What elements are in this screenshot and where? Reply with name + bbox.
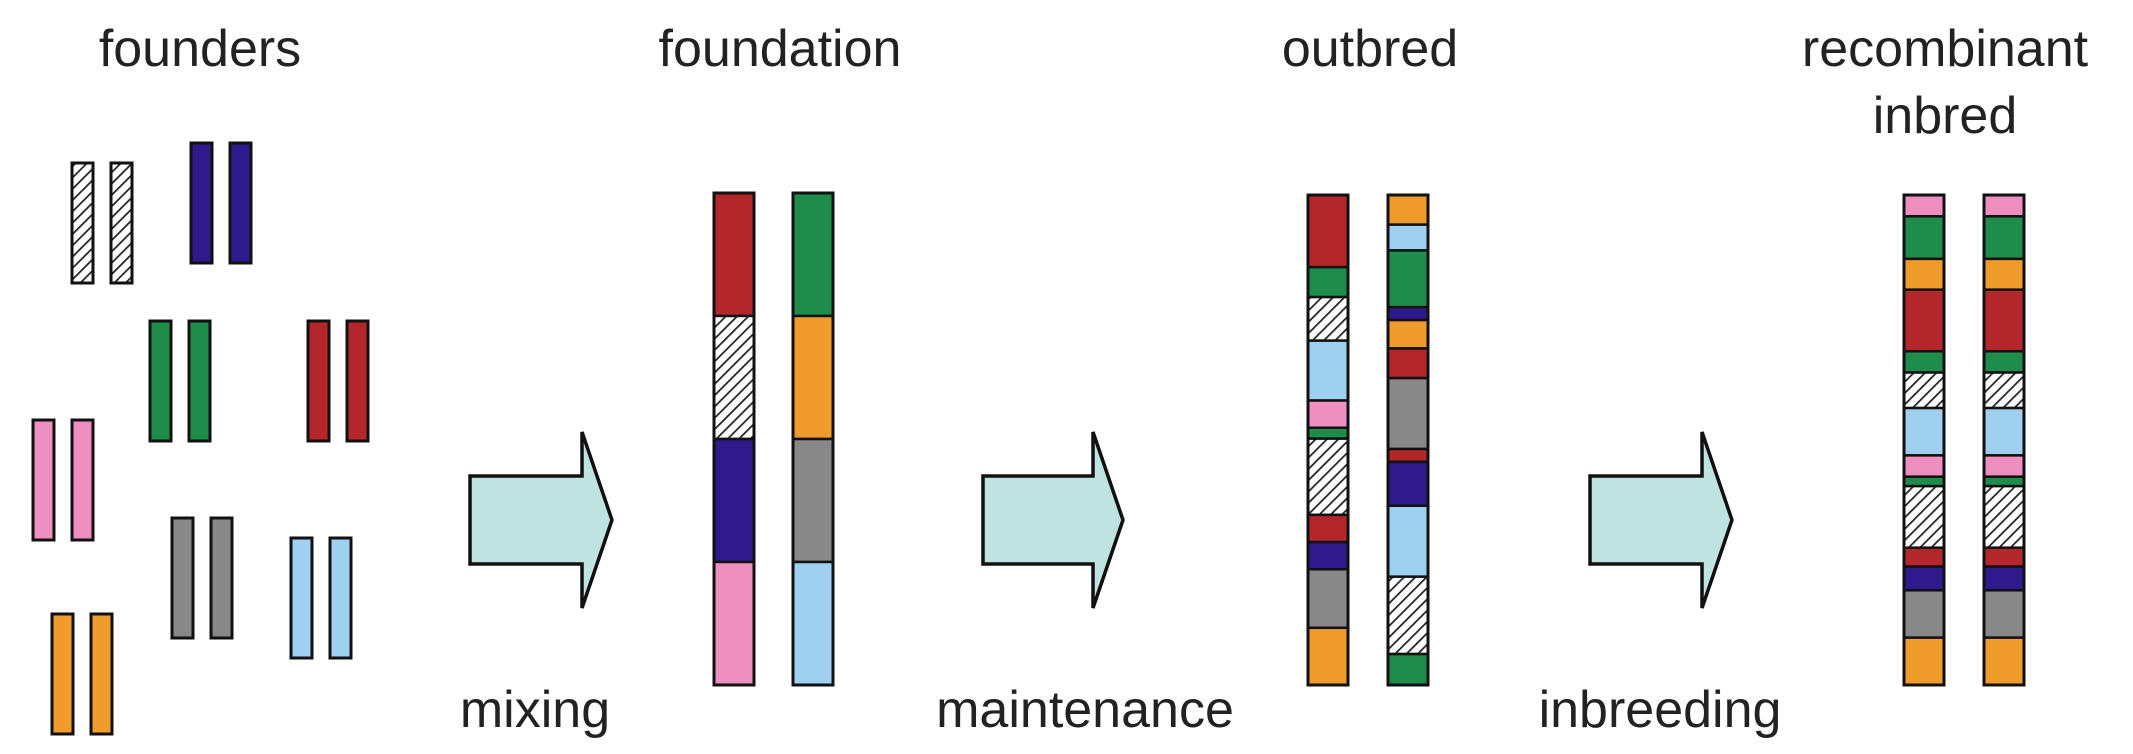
foundation-chromosome-right-outline bbox=[791, 191, 835, 687]
founder-chromosome-red-2 bbox=[345, 319, 370, 443]
foundation-chromosome-left-segment-1 bbox=[712, 191, 756, 318]
outbred-chromosome-left-segment-7 bbox=[1306, 437, 1350, 517]
foundation-chromosome-right-segment-1 bbox=[791, 191, 835, 318]
foundation-chromosome-left-segment-2 bbox=[712, 314, 756, 441]
founder-chromosome-gray-1 bbox=[170, 516, 195, 640]
outbred-chromosome-right-segment-11 bbox=[1386, 575, 1430, 656]
foundation-chromosome-right-segment-2 bbox=[791, 314, 835, 441]
maintenance-arrow bbox=[981, 431, 1125, 609]
recombinant-chromosome-right-segment-14 bbox=[1982, 636, 2026, 687]
foundation-chromosome-right-segment-4 bbox=[791, 560, 835, 687]
founder-chromosome-lightblue-1 bbox=[289, 536, 314, 660]
founder-chromosome-lightblue-2 bbox=[328, 536, 353, 660]
stage-label-founders: founders bbox=[99, 20, 301, 78]
outbred-chromosome-right-segment-10 bbox=[1386, 504, 1430, 578]
founder-chromosome-green-2 bbox=[187, 319, 212, 443]
recombinant-chromosome-right-segment-7 bbox=[1982, 406, 2026, 457]
stage-label-foundation: foundation bbox=[659, 20, 902, 78]
outbred-chromosome-left-segment-4 bbox=[1306, 339, 1350, 402]
recombinant-chromosome-left-segment-5 bbox=[1902, 349, 1946, 374]
outbred-chromosome-left-segment-6 bbox=[1306, 426, 1350, 440]
recombinant-chromosome-right-segment-1 bbox=[1982, 193, 2026, 218]
recombinant-chromosome-right-segment-6 bbox=[1982, 371, 2026, 410]
outbred-chromosome-left-segment-5 bbox=[1306, 399, 1350, 429]
recombinant-chromosome-right-segment-3 bbox=[1982, 257, 2026, 291]
recombinant-chromosome-left-segment-11 bbox=[1902, 546, 1946, 568]
recombinant-chromosome-left-segment-1 bbox=[1902, 193, 1946, 218]
stage-label-outbred: outbred bbox=[1282, 20, 1458, 78]
outbred-chromosome-right-segment-7 bbox=[1386, 376, 1430, 451]
recombinant-chromosome-left-segment-7 bbox=[1902, 406, 1946, 457]
recombinant-chromosome-right-segment-13 bbox=[1982, 589, 2026, 639]
recombinant-chromosome-right-segment-10 bbox=[1982, 484, 2026, 549]
recombinant-chromosome-right-segment-4 bbox=[1982, 288, 2026, 353]
outbred-chromosome-left-segment-11 bbox=[1306, 626, 1350, 687]
outbred-chromosome-left-segment-9 bbox=[1306, 540, 1350, 571]
recombinant-chromosome-left-segment-13 bbox=[1902, 589, 1946, 639]
stage-label-recombinant: recombinant bbox=[1802, 20, 2089, 78]
outbred-chromosome-right-segment-9 bbox=[1386, 460, 1430, 508]
recombinant-chromosome-left-segment-12 bbox=[1902, 565, 1946, 592]
recombinant-chromosome-left-segment-14 bbox=[1902, 636, 1946, 687]
recombinant-chromosome-left-segment-10 bbox=[1902, 484, 1946, 549]
recombinant-inbred-chromosomes bbox=[1902, 193, 2026, 687]
founder-chromosomes bbox=[31, 141, 370, 736]
foundation-chromosome-left-segment-4 bbox=[712, 560, 756, 687]
outbred-chromosome-right-segment-2 bbox=[1386, 223, 1430, 252]
founder-chromosome-orange-1 bbox=[50, 612, 75, 736]
recombinant-chromosome-right-segment-2 bbox=[1982, 215, 2026, 261]
recombinant-chromosome-right-segment-11 bbox=[1982, 546, 2026, 568]
founder-chromosome-green-1 bbox=[148, 319, 173, 443]
outbred-chromosome-right-outline bbox=[1386, 193, 1430, 687]
founder-chromosome-red-1 bbox=[306, 319, 331, 443]
recombinant-chromosome-right-segment-5 bbox=[1982, 349, 2026, 374]
outbred-chromosome-right-segment-1 bbox=[1386, 193, 1430, 226]
recombinant-chromosome-left-segment-6 bbox=[1902, 371, 1946, 410]
founder-chromosome-orange-2 bbox=[89, 612, 114, 736]
outbred-chromosome-right-segment-3 bbox=[1386, 249, 1430, 309]
outbred-chromosome-right-segment-8 bbox=[1386, 447, 1430, 464]
inbreeding-arrow bbox=[1588, 431, 1734, 609]
stage-label-inbred: inbred bbox=[1873, 87, 2018, 145]
mixing-arrow bbox=[468, 431, 614, 609]
outbred-chromosome-left-segment-10 bbox=[1306, 568, 1350, 630]
outbred-chromosome-left-outline bbox=[1306, 193, 1350, 687]
recombinant-chromosome-left-segment-2 bbox=[1902, 215, 1946, 261]
founder-chromosome-pink-2 bbox=[70, 418, 95, 542]
foundation-chromosome-right-segment-3 bbox=[791, 437, 835, 564]
step-label-mixing: mixing bbox=[460, 681, 610, 739]
recombinant-chromosome-left-segment-8 bbox=[1902, 454, 1946, 478]
outbred-chromosome-right-segment-12 bbox=[1386, 652, 1430, 687]
founder-chromosome-purple-2 bbox=[228, 141, 253, 265]
foundation-chromosomes bbox=[712, 191, 835, 687]
outbred-chromosome-left-segment-8 bbox=[1306, 513, 1350, 544]
founder-chromosome-gray-2 bbox=[209, 516, 234, 640]
founder-chromosome-hatched-2 bbox=[109, 161, 134, 285]
outbred-chromosome-left-segment-1 bbox=[1306, 193, 1350, 269]
step-label-inbreeding: inbreeding bbox=[1539, 681, 1782, 739]
outbred-chromosome-right-segment-5 bbox=[1386, 318, 1430, 350]
outbred-chromosome-right-segment-6 bbox=[1386, 347, 1430, 380]
recombinant-chromosome-right-outline bbox=[1982, 193, 2026, 687]
outbred-chromosome-left-segment-3 bbox=[1306, 295, 1350, 342]
recombinant-chromosome-right-segment-9 bbox=[1982, 475, 2026, 488]
step-label-maintenance: maintenance bbox=[936, 681, 1234, 739]
founder-chromosome-purple-1 bbox=[189, 141, 214, 265]
recombinant-chromosome-left-segment-3 bbox=[1902, 257, 1946, 291]
outbred-chromosome-left-segment-2 bbox=[1306, 265, 1350, 299]
outbred-chromosomes bbox=[1306, 193, 1430, 687]
recombinant-chromosome-left-segment-9 bbox=[1902, 475, 1946, 488]
recombinant-chromosome-left-segment-4 bbox=[1902, 288, 1946, 353]
recombinant-chromosome-left-outline bbox=[1902, 193, 1946, 687]
founder-chromosome-pink-1 bbox=[31, 418, 56, 542]
recombinant-chromosome-right-segment-8 bbox=[1982, 454, 2026, 478]
outbred-chromosome-right-segment-4 bbox=[1386, 305, 1430, 322]
foundation-chromosome-left-outline bbox=[712, 191, 756, 687]
recombinant-chromosome-right-segment-12 bbox=[1982, 565, 2026, 592]
foundation-chromosome-left-segment-3 bbox=[712, 437, 756, 564]
founder-chromosome-hatched-1 bbox=[70, 161, 95, 285]
